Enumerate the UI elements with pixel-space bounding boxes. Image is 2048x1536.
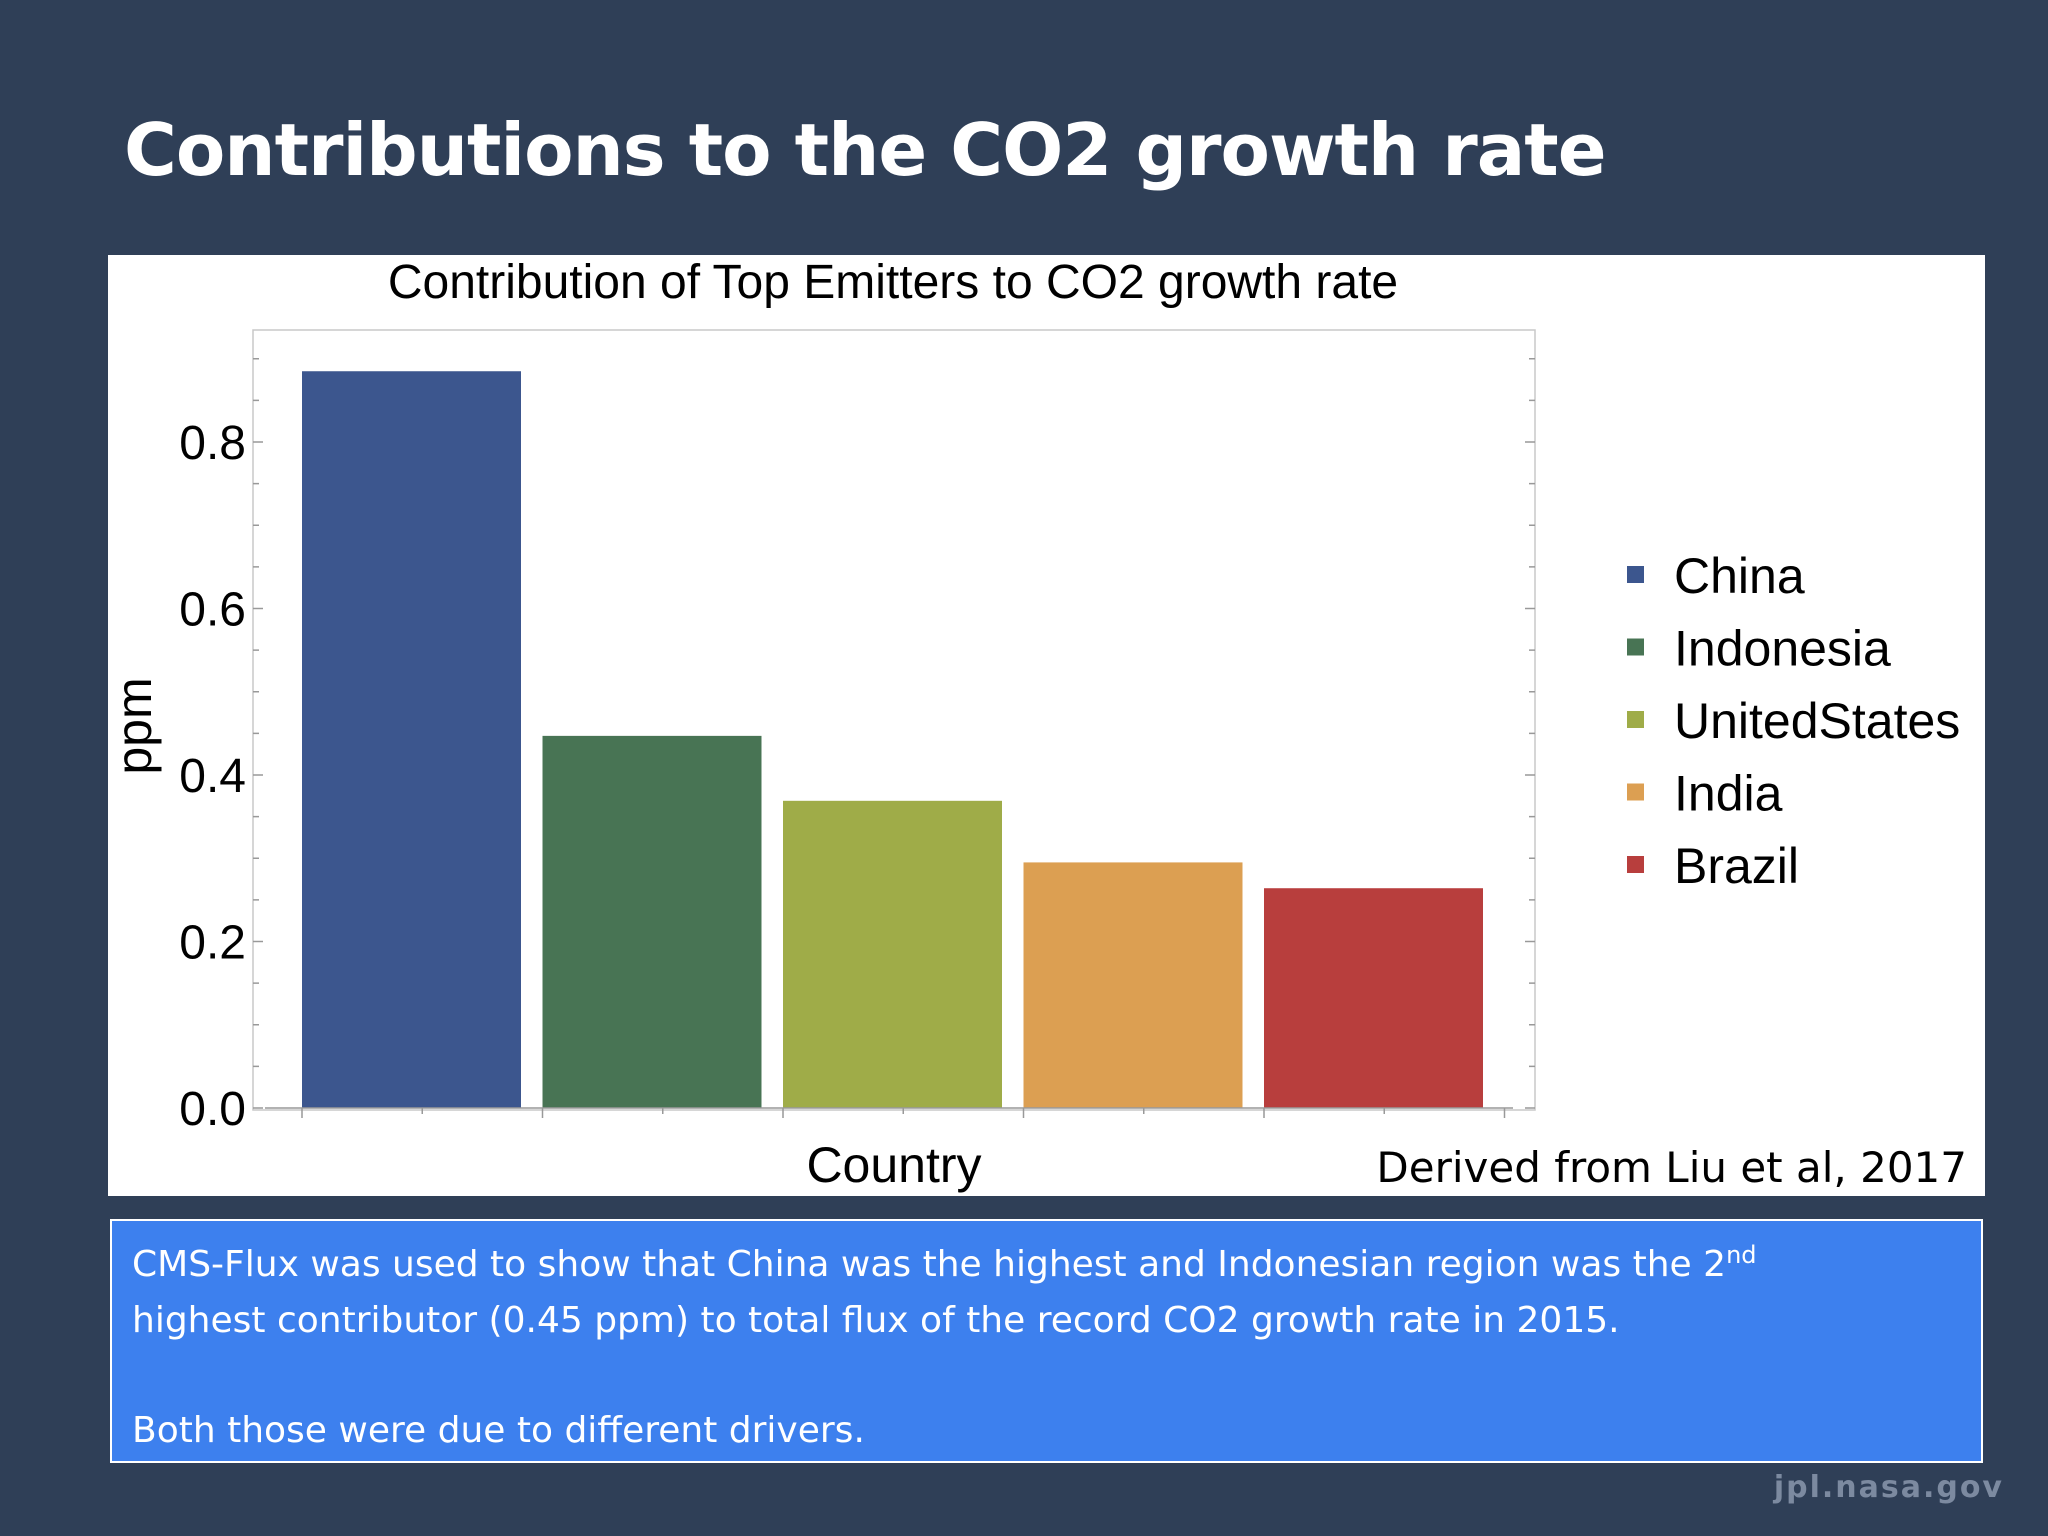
x-axis-label: Country [806,1137,981,1193]
chart-title: Contribution of Top Emitters to CO2 grow… [388,256,1398,309]
legend-label-indonesia: Indonesia [1674,621,1891,677]
legend-label-china: China [1674,548,1805,604]
legend-label-brazil: Brazil [1674,838,1799,894]
y-tick-label: 0.8 [179,417,246,470]
caption-line-1: CMS-Flux was used to show that China was… [132,1237,1961,1293]
chart-panel: Contribution of Top Emitters to CO2 grow… [108,255,1985,1196]
y-tick-label: 0.6 [179,584,246,637]
legend-swatch-unitedstates [1627,711,1644,728]
bar-brazil [1264,888,1483,1108]
bar-chart: Contribution of Top Emitters to CO2 grow… [108,256,1967,1193]
bar-india [1023,862,1243,1108]
y-tick-label: 0.4 [179,750,246,803]
footer-brand: jpl.nasa.gov [1773,1470,2004,1505]
caption-line-3: Both those were due to different drivers… [132,1410,865,1451]
slide-title: Contributions to the CO2 growth rate [124,108,1607,192]
caption-box: CMS-Flux was used to show that China was… [110,1219,1983,1463]
legend-swatch-brazil [1627,856,1644,873]
caption-line-2: highest contributor (0.45 ppm) to total … [132,1300,1620,1341]
legend-swatch-india [1627,783,1644,801]
source-note: Derived from Liu et al, 2017 [1376,1143,1967,1192]
caption-ordinal-suffix: nd [1726,1241,1757,1269]
legend-label-india: India [1674,766,1783,822]
legend-swatch-indonesia [1627,638,1644,656]
bar-china [302,371,521,1108]
plot-frame [252,329,1536,1111]
legend-swatch-china [1627,566,1644,583]
y-axis-label: ppm [108,677,162,774]
caption-line-1-text: CMS-Flux was used to show that China was… [132,1244,1727,1285]
legend-label-unitedstates: UnitedStates [1674,693,1960,749]
y-tick-label: 0.0 [179,1083,246,1136]
y-tick-label: 0.2 [179,917,246,970]
bar-unitedstates [783,800,1002,1108]
bar-indonesia [542,735,762,1108]
